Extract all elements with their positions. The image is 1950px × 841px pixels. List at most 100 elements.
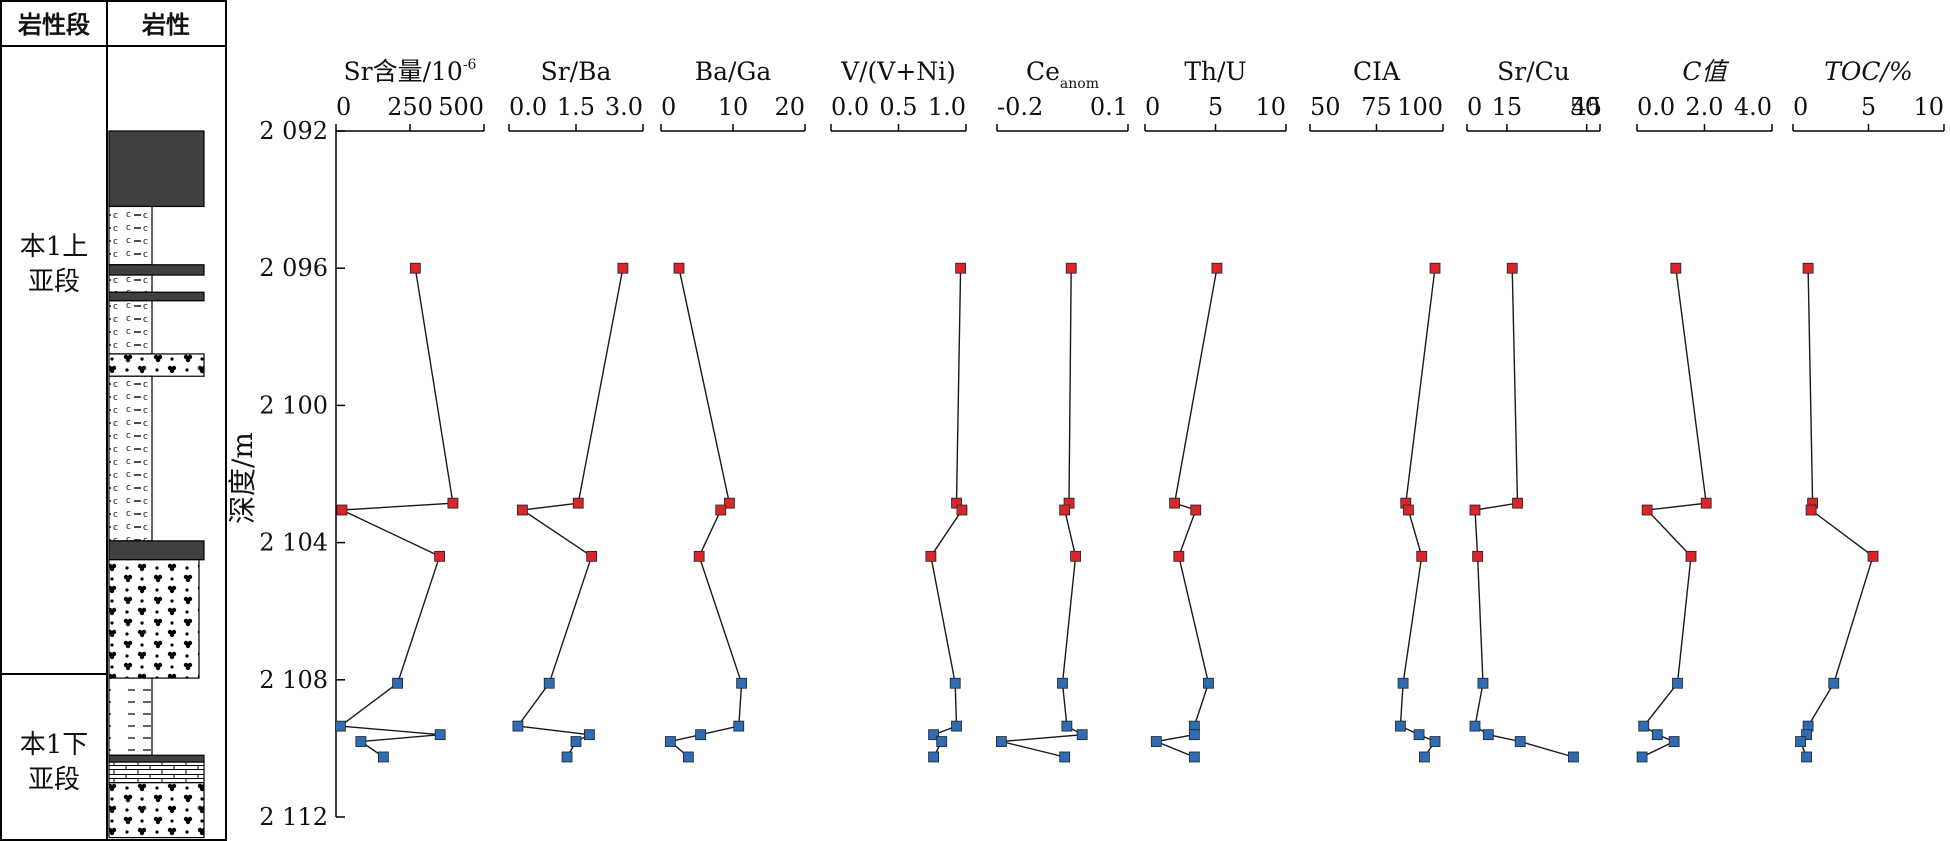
- data-point-lower: [1418, 751, 1430, 763]
- panel-title-text: Sr/Ba: [541, 57, 612, 86]
- panel-tick-label: 45: [1571, 93, 1602, 121]
- data-point-lower: [1395, 720, 1406, 732]
- data-point-lower: [1057, 677, 1068, 689]
- data-point-lower: [1672, 677, 1683, 689]
- data-point-upper: [1685, 550, 1697, 562]
- data-point-upper: [1700, 497, 1712, 509]
- panel-tick-label: 0: [1467, 93, 1482, 121]
- panel-title: C值: [1682, 57, 1729, 86]
- panel-title: V/(V+Ni): [840, 57, 956, 86]
- data-point-lower: [1150, 736, 1162, 747]
- data-point-upper: [336, 504, 348, 516]
- data-point-upper: [693, 550, 705, 562]
- lithology-layers: [108, 130, 205, 839]
- lith-layer-conglomerate: [108, 559, 200, 679]
- panel-tick-label: 100: [1397, 93, 1443, 121]
- panel-tick-label: -0.2: [997, 93, 1043, 121]
- panel-series-line: [668, 268, 743, 758]
- data-point-upper: [1802, 262, 1814, 274]
- data-point-upper: [409, 262, 421, 274]
- panel-4: Ceanom-0.2 0.1: [995, 57, 1129, 763]
- panel-tick-label: 10: [718, 93, 749, 121]
- data-point-lower: [1477, 677, 1489, 689]
- data-point-upper: [434, 550, 446, 562]
- panel-title: Sr/Cu: [1497, 57, 1570, 86]
- panel-series-line: [1474, 268, 1574, 758]
- lith-layer-calc_siltstone: [108, 300, 153, 355]
- data-point-upper: [447, 497, 459, 509]
- strat-column-frame: [0, 0, 227, 841]
- panel-tick-label: 0.0: [1637, 93, 1675, 121]
- panel-title-text: Sr/Cu: [1497, 57, 1570, 86]
- data-point-upper: [1469, 504, 1481, 516]
- lith-layer-mudstone: [108, 540, 205, 561]
- data-point-lower: [1801, 751, 1812, 763]
- panel-tick-label: 500: [438, 93, 484, 121]
- panel-title-sup: -6: [463, 57, 477, 73]
- lith-layer-mudstone: [108, 754, 205, 763]
- lith-layer-mudstone: [108, 264, 205, 276]
- upper-member-line2: 亚段: [28, 267, 80, 297]
- data-point-lower: [584, 729, 595, 741]
- data-point-lower: [1188, 751, 1200, 763]
- panel-tick-label: 50: [1569, 93, 1600, 121]
- data-point-lower: [1828, 677, 1840, 689]
- panel-tick-label: 0: [336, 93, 351, 121]
- panel-tick-label: 10: [1913, 93, 1944, 121]
- panel-tick-label: 75: [1361, 93, 1392, 121]
- data-point-upper: [1190, 504, 1202, 516]
- data-point-upper: [1211, 262, 1223, 274]
- data-point-upper: [586, 550, 598, 562]
- data-point-lower: [355, 736, 367, 747]
- data-point-upper: [517, 504, 528, 516]
- data-point-lower: [377, 751, 389, 763]
- data-point-upper: [1805, 504, 1817, 516]
- upper-member-line1: 本1上: [20, 232, 89, 262]
- data-point-lower: [695, 729, 706, 741]
- panel-tick-label: 15: [1492, 93, 1523, 121]
- panel-title: Sr含量/10-6: [344, 57, 477, 86]
- data-point-lower: [1061, 720, 1073, 732]
- panel-series-line: [516, 268, 624, 758]
- panel-tick-label: 0.0: [509, 93, 547, 121]
- data-point-lower: [951, 720, 962, 732]
- depth-tick-label: 2 092: [259, 117, 328, 145]
- data-point-lower: [733, 720, 745, 732]
- lith-layer-siltstone: [108, 677, 153, 756]
- panel-tick-label: 50: [1310, 93, 1341, 121]
- strat-header-lithology: 岩性: [141, 10, 190, 39]
- data-point-upper: [715, 504, 727, 516]
- panel-title: Ba/Ga: [695, 57, 772, 86]
- data-point-lower: [1568, 751, 1579, 763]
- data-point-upper: [1070, 550, 1081, 562]
- data-point-upper: [724, 497, 735, 509]
- panel-6: CIA 50 75 100: [1309, 57, 1444, 763]
- panel-0: Sr含量/10-6 0 250 500: [335, 57, 485, 763]
- panel-tick-label: 250: [387, 93, 433, 121]
- data-point-upper: [673, 262, 685, 274]
- panel-tick-label: 10: [1255, 93, 1286, 121]
- panel-tick-label: 0.5: [879, 93, 917, 121]
- data-point-lower: [561, 751, 573, 763]
- data-point-lower: [1514, 736, 1526, 747]
- panel-title: TOC/%: [1824, 57, 1912, 86]
- panel-2: Ba/Ga 0 10 20: [660, 57, 806, 763]
- data-point-upper: [1506, 262, 1518, 274]
- panel-title-text: CIA: [1353, 57, 1401, 86]
- data-point-lower: [1668, 736, 1680, 747]
- data-point-upper: [617, 262, 629, 274]
- data-point-lower: [543, 677, 555, 689]
- panel-8: C值0.0 2.0 4.0: [1636, 57, 1773, 763]
- panel-title-sub: anom: [1060, 76, 1099, 92]
- data-point-upper: [1867, 550, 1879, 562]
- data-point-upper: [1416, 550, 1428, 562]
- data-point-upper: [1059, 504, 1071, 516]
- lith-layer-calc_siltstone: [108, 205, 153, 266]
- data-point-lower: [512, 720, 524, 732]
- data-point-upper: [1670, 262, 1682, 274]
- panel-title-text: Ba/Ga: [695, 57, 772, 86]
- panel-tick-label: 4.0: [1734, 93, 1772, 121]
